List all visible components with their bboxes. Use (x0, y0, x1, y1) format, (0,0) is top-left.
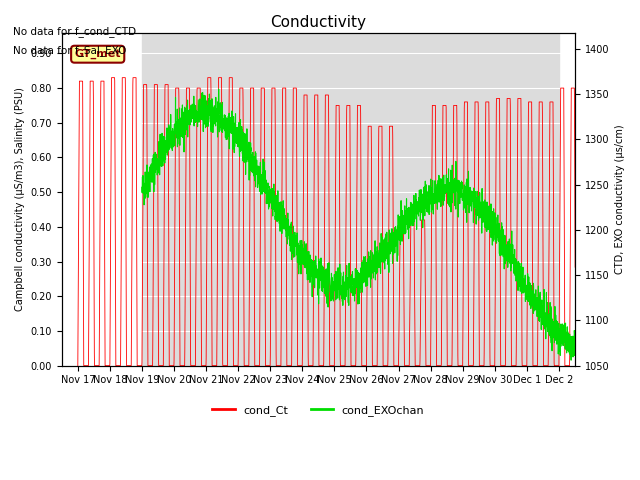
Y-axis label: Campbell conductivity (μS/m3), Salinity (PSU): Campbell conductivity (μS/m3), Salinity … (15, 87, 25, 311)
Text: GT_met: GT_met (74, 49, 121, 60)
Bar (142, 33, 559, 366)
Title: Conductivity: Conductivity (270, 15, 366, 30)
Text: No data for f_Sal_EXO: No data for f_Sal_EXO (13, 45, 126, 56)
Y-axis label: CTD, EXO conductivity (μs/cm): CTD, EXO conductivity (μs/cm) (615, 124, 625, 274)
Text: No data for f_cond_CTD: No data for f_cond_CTD (13, 25, 136, 36)
Legend: cond_Ct, cond_EXOchan: cond_Ct, cond_EXOchan (208, 400, 429, 420)
